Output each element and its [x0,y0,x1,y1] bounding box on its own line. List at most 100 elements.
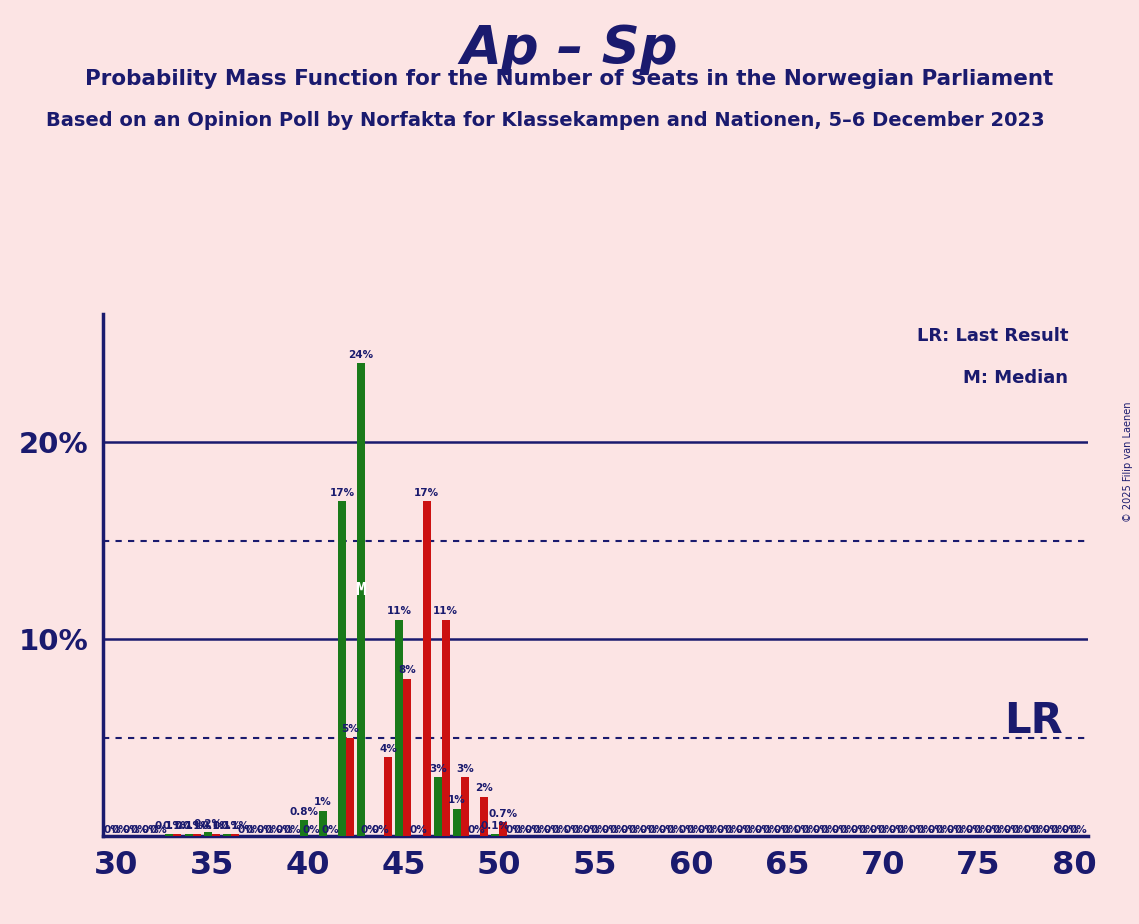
Text: 0%: 0% [122,824,140,834]
Text: 0%: 0% [839,824,858,834]
Text: 0%: 0% [322,824,339,834]
Text: 0%: 0% [149,824,167,834]
Text: M: Median: M: Median [964,369,1068,387]
Text: 0%: 0% [947,824,965,834]
Text: 0%: 0% [898,824,915,834]
Text: 0%: 0% [993,824,1010,834]
Text: 0%: 0% [1050,824,1068,834]
Text: 0%: 0% [686,824,704,834]
Text: 0%: 0% [974,824,991,834]
Text: 0.7%: 0.7% [489,808,518,819]
Bar [185,834,192,836]
Bar [204,833,212,836]
Text: Ap – Sp: Ap – Sp [461,23,678,75]
Bar [481,796,489,836]
Bar [192,834,200,836]
Text: 0.8%: 0.8% [289,807,318,817]
Bar [231,834,239,836]
Bar [461,777,469,836]
Text: 0%: 0% [870,824,887,834]
Text: 0%: 0% [590,824,608,834]
Text: 0%: 0% [927,824,945,834]
Text: 0%: 0% [801,824,819,834]
Text: 0%: 0% [621,824,638,834]
Text: 0.1%: 0.1% [163,821,192,831]
Text: Probability Mass Function for the Number of Seats in the Norwegian Parliament: Probability Mass Function for the Number… [85,69,1054,90]
Text: 0%: 0% [303,824,320,834]
Text: 3%: 3% [456,763,474,773]
Text: 0%: 0% [793,824,811,834]
Text: 11%: 11% [387,606,412,616]
Text: 17%: 17% [329,488,354,498]
Text: 0%: 0% [571,824,589,834]
Text: 0%: 0% [954,824,973,834]
Text: M: M [355,581,367,600]
Text: 0%: 0% [812,824,830,834]
Text: 0%: 0% [130,824,148,834]
Bar [319,810,327,836]
Text: 0%: 0% [360,824,378,834]
Bar [173,834,181,836]
Text: 0%: 0% [552,824,570,834]
Bar [395,619,403,836]
Text: 0%: 0% [237,824,255,834]
Text: 0%: 0% [678,824,696,834]
Bar [384,758,392,836]
Text: 0%: 0% [908,824,926,834]
Text: 0%: 0% [276,824,293,834]
Bar [403,678,411,836]
Text: 0%: 0% [1070,824,1088,834]
Text: 0%: 0% [1062,824,1079,834]
Text: 0%: 0% [525,824,542,834]
Text: 1%: 1% [448,795,466,805]
Text: 5%: 5% [341,724,359,735]
Bar [499,822,507,836]
Bar [346,737,354,836]
Text: 2%: 2% [475,784,493,794]
Bar [491,834,499,836]
Text: LR: Last Result: LR: Last Result [917,327,1068,346]
Bar [223,834,231,836]
Bar [212,834,220,836]
Text: 0%: 0% [736,824,753,834]
Text: 0%: 0% [773,824,792,834]
Text: LR: LR [1005,700,1063,742]
Text: 0%: 0% [245,824,263,834]
Text: 0%: 0% [467,824,485,834]
Text: 3%: 3% [429,763,446,773]
Text: © 2025 Filip van Laenen: © 2025 Filip van Laenen [1123,402,1133,522]
Text: 24%: 24% [349,350,374,359]
Text: 0%: 0% [141,824,159,834]
Text: 0%: 0% [935,824,953,834]
Text: 0%: 0% [640,824,657,834]
Text: 0%: 0% [256,824,274,834]
Bar [442,619,450,836]
Text: Based on an Opinion Poll by Norfakta for Klassekampen and Nationen, 5–6 December: Based on an Opinion Poll by Norfakta for… [46,111,1044,130]
Text: 0%: 0% [1003,824,1022,834]
Text: 0%: 0% [410,824,427,834]
Text: 0.1%: 0.1% [221,821,249,831]
Bar [434,777,442,836]
Text: 1%: 1% [314,797,331,807]
Text: 17%: 17% [415,488,440,498]
Text: 0%: 0% [1042,824,1060,834]
Text: 0%: 0% [284,824,302,834]
Text: 0%: 0% [582,824,600,834]
Text: 0%: 0% [609,824,628,834]
Text: 0%: 0% [697,824,715,834]
Text: 0.1%: 0.1% [212,821,241,831]
Text: 0%: 0% [658,824,677,834]
Text: 0%: 0% [831,824,850,834]
Text: 0%: 0% [514,824,532,834]
Text: 0%: 0% [724,824,743,834]
Text: 0%: 0% [371,824,390,834]
Text: 0%: 0% [888,824,907,834]
Text: 0%: 0% [112,824,129,834]
Bar [338,502,346,836]
Text: 0.1%: 0.1% [202,821,230,831]
Text: 0%: 0% [744,824,761,834]
Text: 0%: 0% [1023,824,1041,834]
Text: 0%: 0% [859,824,876,834]
Text: 0%: 0% [755,824,772,834]
Text: 4%: 4% [379,744,398,754]
